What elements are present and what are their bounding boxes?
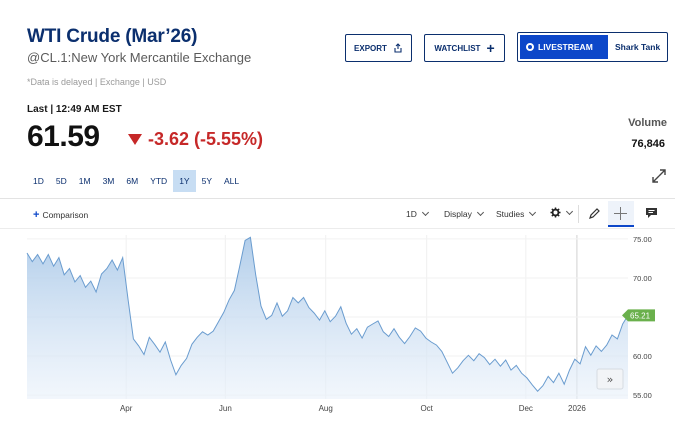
x-tick-label: Jun (219, 404, 232, 413)
range-1d[interactable]: 1D (33, 176, 44, 186)
x-tick-label: Dec (519, 404, 533, 413)
livestream-show: Shark Tank (615, 42, 661, 52)
plus-icon: + (486, 40, 495, 56)
down-arrow-icon (128, 134, 142, 145)
display-dropdown[interactable]: Display (444, 208, 484, 219)
y-tick-label: 75.00 (633, 235, 652, 244)
last-value-label: 65.21 (630, 311, 651, 320)
range-6m[interactable]: 6M (126, 176, 139, 186)
crosshair-button[interactable] (608, 201, 634, 227)
studies-dropdown[interactable]: Studies (496, 208, 537, 219)
expand-icon[interactable] (650, 167, 668, 185)
live-dot-icon (526, 43, 534, 51)
x-tick-label: Apr (120, 404, 133, 413)
y-tick-label: 60.00 (633, 352, 652, 361)
x-tick-label: 2026 (568, 404, 586, 413)
range-ytd[interactable]: YTD (150, 176, 168, 186)
chevron-down-icon (421, 208, 429, 217)
studies-label: Studies (496, 209, 525, 219)
price-line (26, 236, 629, 392)
range-1m[interactable]: 1M (78, 176, 91, 186)
last-trade-time: Last | 12:49 AM EST (27, 104, 122, 115)
export-button[interactable]: EXPORT (345, 34, 412, 62)
display-label: Display (444, 209, 472, 219)
pencil-icon[interactable] (588, 207, 601, 220)
y-tick-label: 55.00 (633, 391, 652, 400)
range-5d[interactable]: 5D (55, 176, 67, 186)
price-change-value: -3.62 (-5.55%) (148, 129, 264, 149)
range-selector: 1D 5D 1M 3M 6M YTD 1Y 5Y ALL (27, 170, 245, 192)
export-label: EXPORT (354, 43, 387, 53)
interval-dropdown[interactable]: 1D (406, 208, 429, 219)
instrument-title: WTI Crude (Mar’26) (27, 26, 198, 47)
interval-label: 1D (406, 209, 417, 219)
x-tick-label: Aug (319, 404, 333, 413)
range-all[interactable]: ALL (224, 176, 240, 186)
x-tick-label: Oct (420, 404, 433, 413)
volume-value: 76,846 (631, 138, 665, 150)
double-chevron-right-icon: » (607, 373, 614, 386)
price-change: -3.62 (-5.55%) (128, 129, 263, 150)
toolbar-divider (578, 205, 579, 223)
livestream-label: LIVESTREAM (538, 42, 593, 52)
livestream-badge: LIVESTREAM (520, 35, 608, 59)
chevron-down-icon (565, 207, 574, 215)
scroll-right-button[interactable]: » (596, 368, 624, 390)
livestream-button[interactable]: LIVESTREAM Shark Tank (517, 32, 668, 62)
delayed-note: *Data is delayed | Exchange | USD (27, 77, 167, 87)
watchlist-label: WATCHLIST (434, 43, 481, 53)
chevron-down-icon (476, 208, 484, 217)
comparison-label: Comparison (42, 210, 89, 220)
annotation-icon[interactable] (645, 207, 658, 219)
gear-icon (550, 207, 561, 218)
plus-icon: + (33, 209, 40, 221)
y-tick-label: 70.00 (633, 274, 652, 283)
share-icon (394, 43, 402, 53)
chevron-down-icon (529, 208, 537, 217)
price-area (27, 237, 628, 399)
range-5y[interactable]: 5Y (201, 176, 212, 186)
last-value-tag: 65.21 (622, 309, 655, 322)
last-price: 61.59 (27, 120, 100, 153)
crosshair-icon (614, 207, 627, 220)
range-1y[interactable]: 1Y (173, 170, 196, 192)
instrument-exchange: @CL.1:New York Mercantile Exchange (27, 50, 252, 65)
settings-dropdown[interactable] (550, 207, 574, 218)
range-3m[interactable]: 3M (102, 176, 115, 186)
watchlist-button[interactable]: WATCHLIST + (424, 34, 505, 62)
volume-label: Volume (628, 117, 667, 129)
chart-panel: + Comparison 1D Display Studies (0, 198, 675, 421)
chart-toolbar: + Comparison 1D Display Studies (0, 199, 675, 229)
comparison-button[interactable]: + Comparison (33, 209, 88, 221)
